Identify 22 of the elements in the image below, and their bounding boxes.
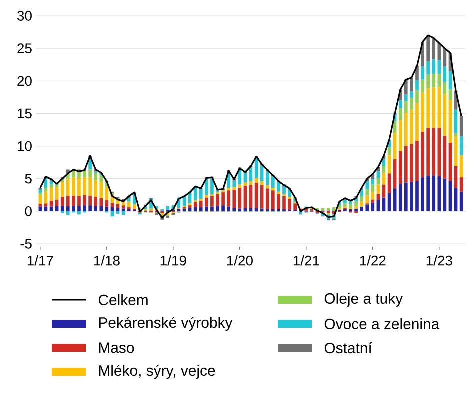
y-tick-label: 5 (25, 174, 32, 184)
legend-label: Ostatní (324, 342, 372, 354)
y-tick-label: 10 (18, 141, 32, 152)
y-tick-label: 15 (18, 108, 32, 119)
x-tick-label: 1/18 (94, 256, 120, 266)
y-tick-label: 30 (17, 11, 32, 21)
y-tick-label: 0 (25, 206, 32, 216)
x-tick-label: 1/19 (160, 256, 186, 266)
y-tick-label: -5 (20, 239, 32, 249)
x-tick-label: 1/22 (360, 256, 386, 266)
legend-label: Pekárenské výrobky (99, 316, 233, 332)
y-tick-label: 20 (18, 76, 32, 86)
x-tick-label: 1/20 (227, 256, 253, 266)
legend-label: Ovoce a zelenina (324, 318, 440, 330)
x-tick-label: 1/17 (28, 256, 54, 266)
legend-label: Mléko, sýry, vejce (99, 364, 216, 380)
legend-label: Celkem (98, 294, 148, 306)
legend-label: Oleje a tuky (324, 293, 404, 307)
legend-label: Maso (99, 342, 134, 354)
x-tick-label: 1/23 (426, 256, 452, 266)
x-tick-label: 1/21 (294, 256, 320, 266)
y-tick-label: 25 (18, 44, 32, 54)
